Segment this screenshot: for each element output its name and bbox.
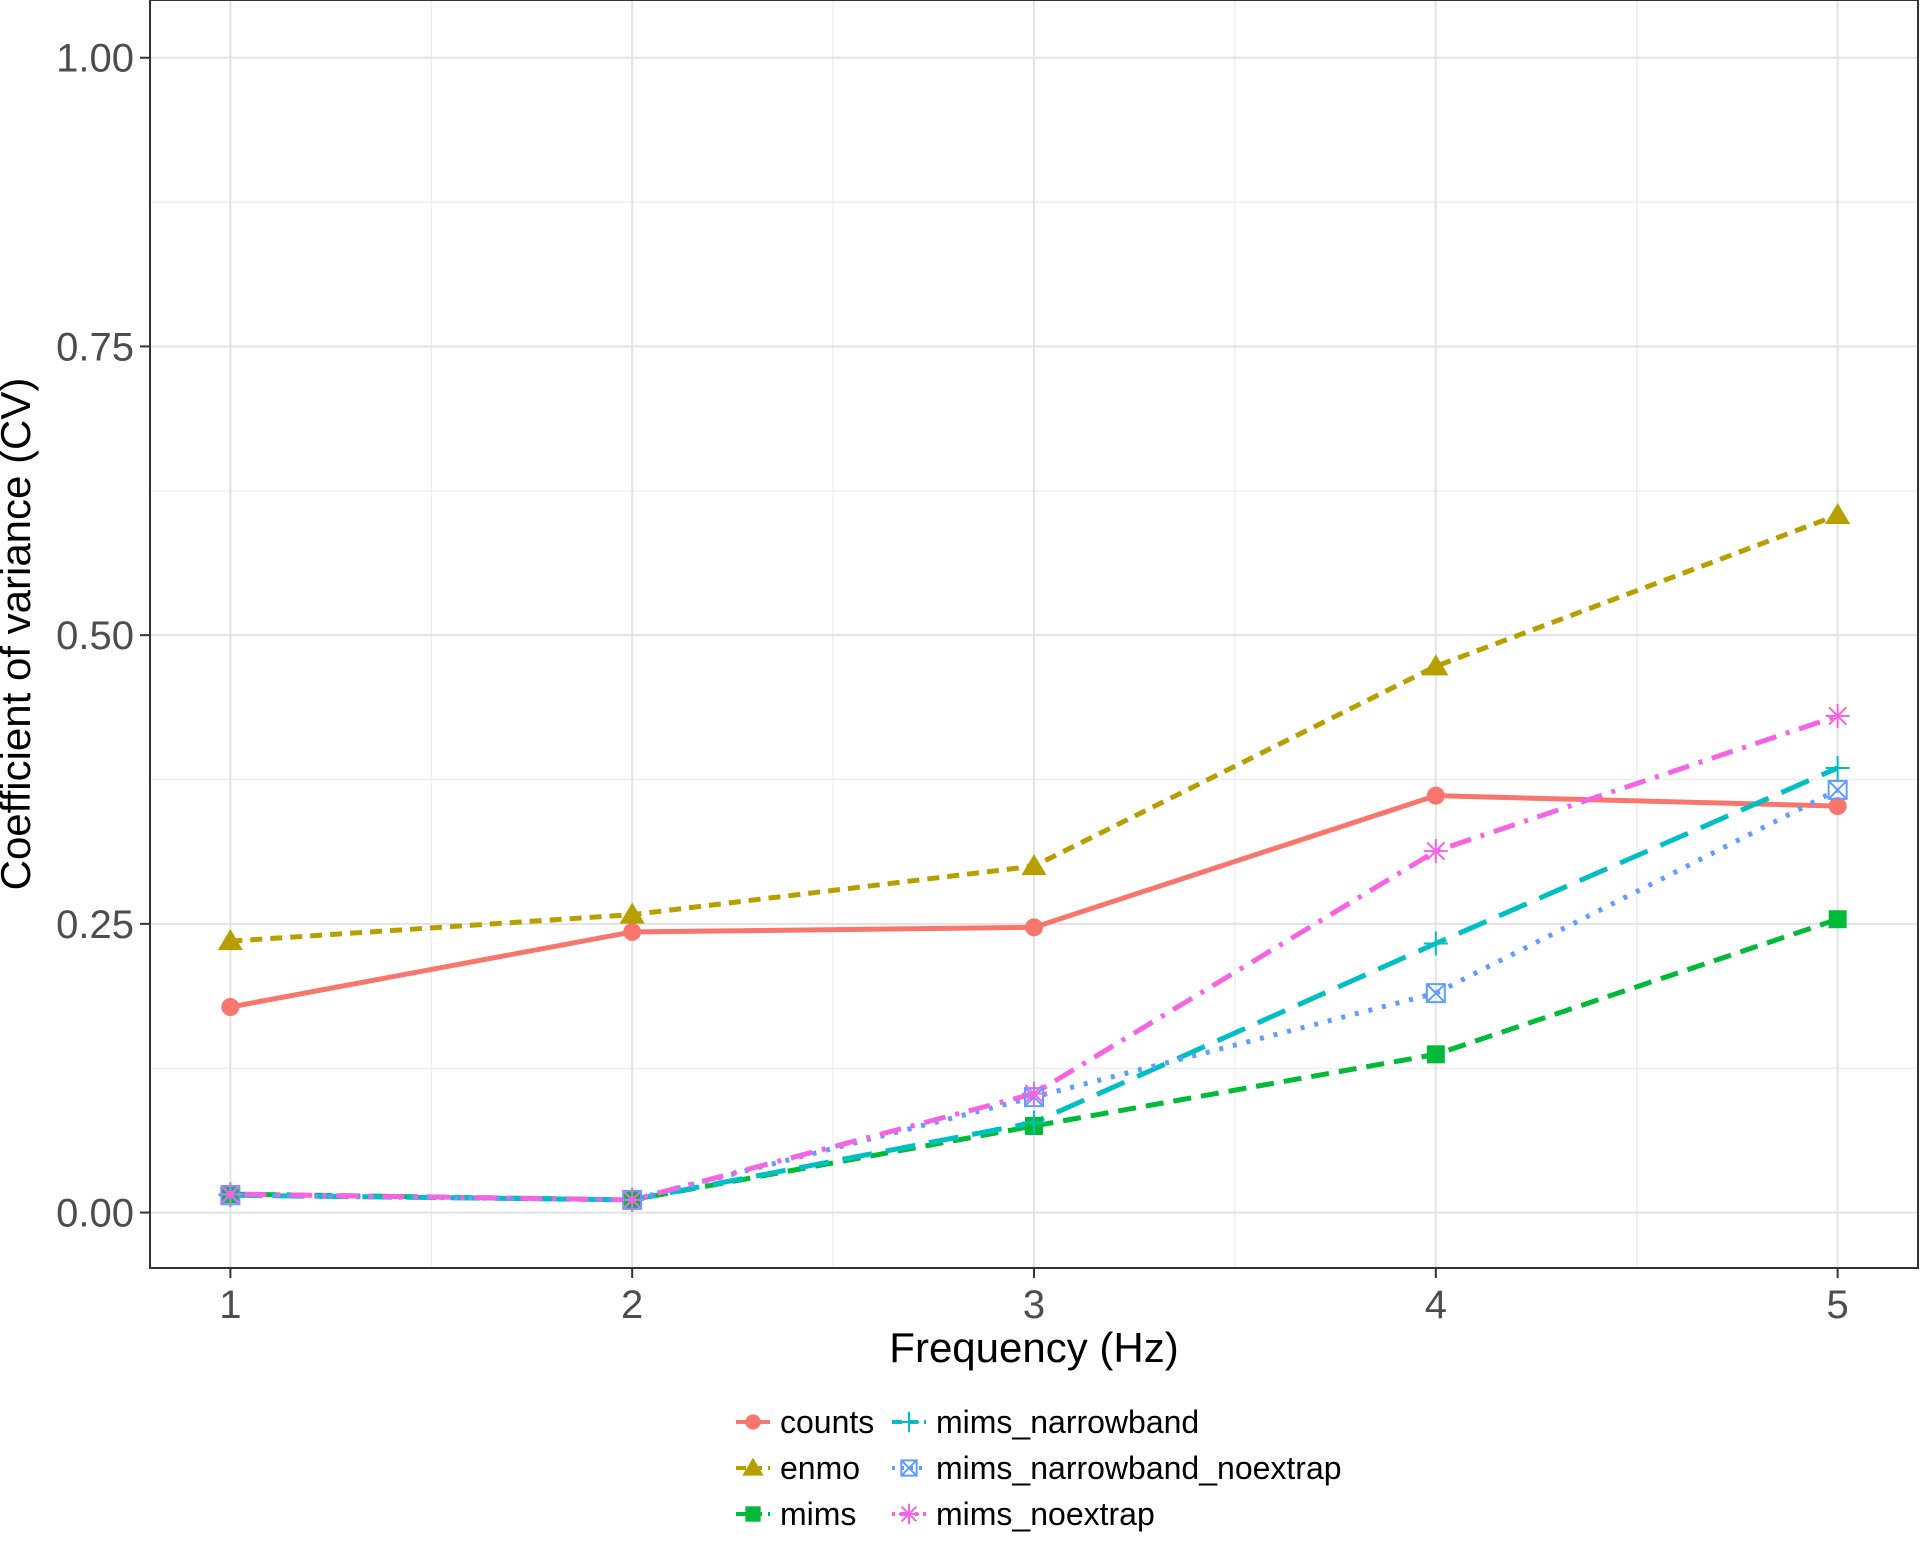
legend-key-marker xyxy=(898,1411,920,1433)
x-tick-label: 2 xyxy=(621,1283,643,1327)
data-point-enmo xyxy=(619,902,645,924)
y-tick-label: 0.25 xyxy=(56,903,134,947)
data-point-counts xyxy=(1426,786,1445,805)
legend: counts enmo mims mims_narrowband mims_narrow… xyxy=(736,1404,1342,1532)
series-markers xyxy=(217,503,1851,1212)
data-point-mims xyxy=(1426,1045,1445,1064)
data-point-counts xyxy=(623,922,642,941)
data-point-mims-narrowband xyxy=(1022,1110,1046,1135)
data-point-mims-narrowband-noextrap xyxy=(1425,983,1446,1004)
data-point-mims-noextrap xyxy=(620,1187,645,1212)
legend-item: mims xyxy=(736,1496,856,1532)
axis-ticks: 1 2 3 4 5 0.00 0.25 0.50 0.75 1.00 xyxy=(56,37,1849,1327)
data-point-mims-noextrap xyxy=(218,1182,243,1207)
legend-label: mims_noextrap xyxy=(936,1496,1155,1532)
data-point-mims-noextrap xyxy=(1825,703,1850,728)
x-tick-label: 5 xyxy=(1827,1283,1849,1327)
data-point-enmo xyxy=(1825,503,1851,525)
data-point-enmo xyxy=(1021,854,1047,876)
data-point-counts xyxy=(1025,918,1043,937)
data-point-counts xyxy=(1828,797,1847,816)
legend-label: mims_narrowband xyxy=(936,1404,1199,1440)
legend-item: mims_narrowband_noextrap xyxy=(892,1450,1342,1486)
y-axis-title: Coefficient of variance (CV) xyxy=(0,378,39,891)
legend-key-marker xyxy=(900,1459,918,1477)
data-point-mims-noextrap xyxy=(1423,839,1448,864)
legend-item: enmo xyxy=(736,1450,860,1486)
legend-item: mims_narrowband xyxy=(892,1404,1199,1440)
x-axis-title: Frequency (Hz) xyxy=(889,1324,1178,1371)
y-tick-label: 0.75 xyxy=(56,325,134,369)
data-point-enmo xyxy=(217,929,243,951)
data-point-mims-narrowband xyxy=(1423,931,1448,956)
data-point-mims-narrowband-noextrap xyxy=(1827,779,1848,800)
legend-key-marker xyxy=(745,1414,761,1430)
data-point-mims-narrowband xyxy=(1825,755,1850,780)
data-point-enmo xyxy=(1423,654,1449,676)
x-tick-label: 1 xyxy=(219,1283,241,1327)
legend-label: mims_narrowband_noextrap xyxy=(936,1450,1342,1486)
y-tick-label: 0.50 xyxy=(56,614,134,658)
legend-key-marker xyxy=(898,1503,920,1525)
y-tick-label: 0.00 xyxy=(56,1192,134,1236)
legend-label: mims xyxy=(780,1496,856,1532)
legend-item: mims_noextrap xyxy=(892,1496,1155,1532)
data-point-mims-noextrap xyxy=(1022,1081,1046,1106)
legend-item: counts xyxy=(736,1404,874,1440)
legend-label: enmo xyxy=(780,1450,860,1486)
grid xyxy=(150,0,1918,1268)
x-tick-label: 3 xyxy=(1023,1283,1045,1327)
data-point-mims xyxy=(1828,910,1847,929)
data-point-counts xyxy=(221,998,240,1017)
y-tick-label: 1.00 xyxy=(56,37,134,81)
x-tick-label: 4 xyxy=(1425,1283,1447,1327)
legend-key-marker xyxy=(742,1457,764,1476)
legend-label: counts xyxy=(780,1404,874,1440)
legend-key-marker xyxy=(745,1506,761,1522)
series-line-mims-narrowband-noextrap xyxy=(230,787,1839,1203)
